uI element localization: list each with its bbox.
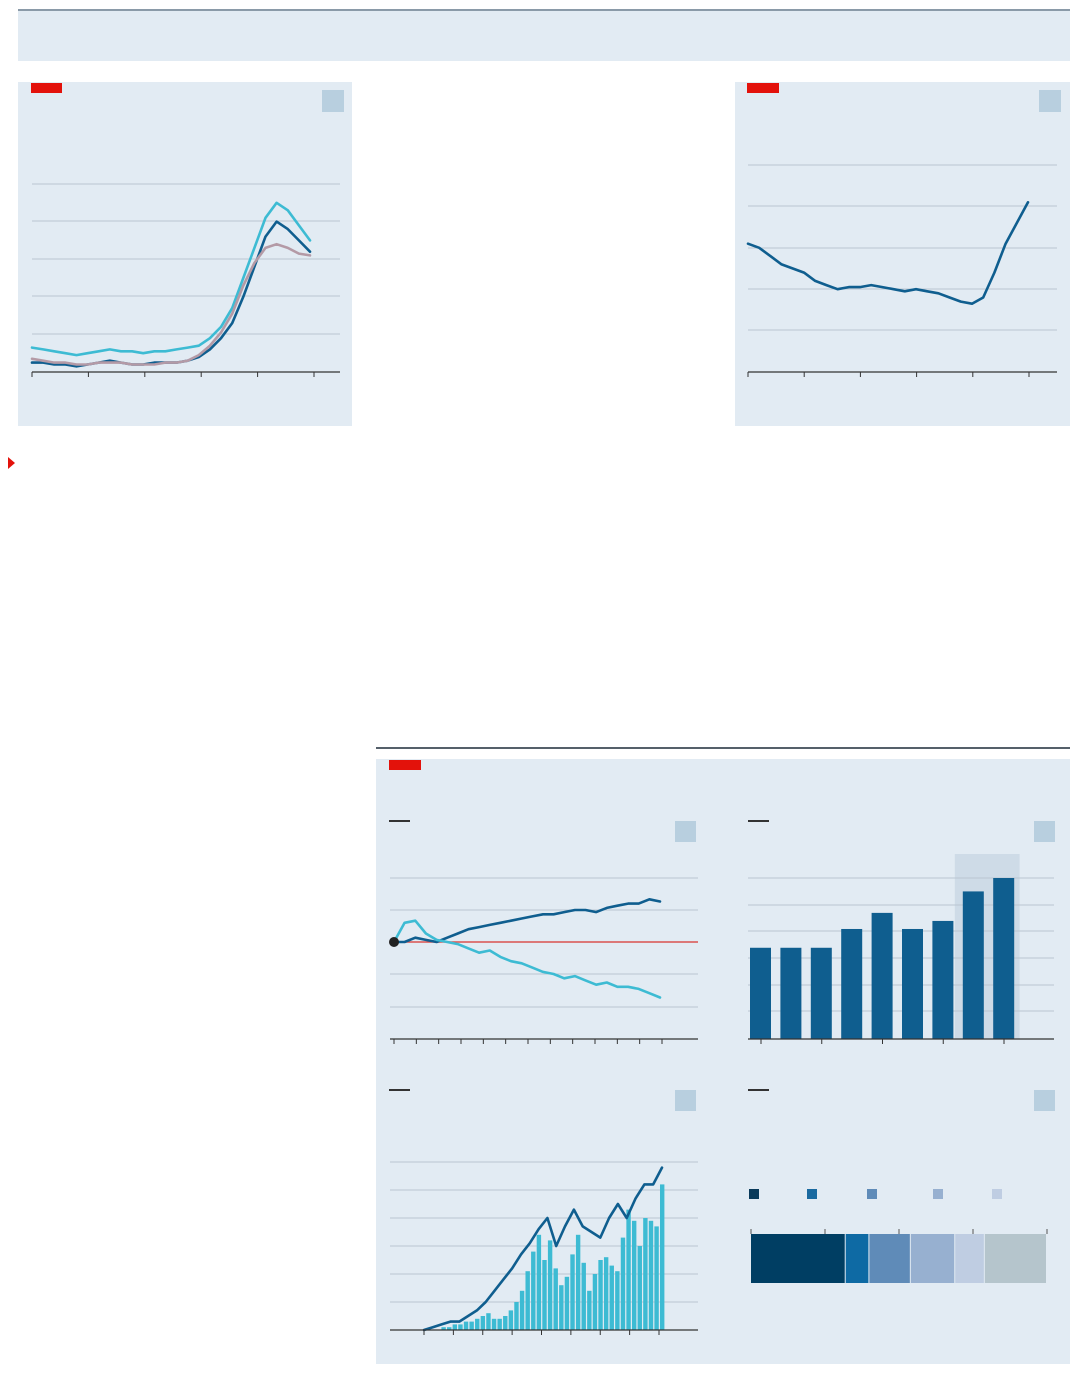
chart-e-bar-12	[491, 1318, 497, 1330]
chart-f-segment-0	[751, 1234, 845, 1283]
chart-e-bar-8	[469, 1321, 474, 1330]
chart-e-bar-9	[475, 1318, 480, 1330]
chart-d-svg	[748, 854, 1054, 1044]
chart-f-legend-swatch-2	[867, 1189, 877, 1199]
chart-e-bar-26	[570, 1254, 575, 1330]
chart-a-svg	[30, 183, 340, 377]
square-icon	[1034, 821, 1055, 842]
chart-f-svg	[749, 1189, 1048, 1283]
chart-f-label-dash	[748, 1089, 769, 1091]
chart-e-bar-4	[447, 1327, 452, 1330]
square-icon	[322, 90, 344, 112]
square-icon	[1034, 1090, 1055, 1111]
red-triangle-icon	[8, 457, 15, 469]
chart-e-bar-30	[592, 1274, 598, 1330]
chart-f-segment-3	[910, 1234, 955, 1283]
chart-d-bar-8	[993, 878, 1015, 1039]
chart-e-bar-10	[480, 1316, 486, 1330]
chart-e-bar-6	[458, 1324, 463, 1330]
chart-d-label-dash	[748, 820, 769, 822]
chart-e-bar-16	[514, 1302, 519, 1330]
chart-f-segment-2	[869, 1234, 910, 1283]
chart-d-bar-3	[841, 928, 863, 1039]
chart-b-panel	[735, 82, 1070, 426]
chart-e-bar-41	[654, 1226, 659, 1330]
chart-d-bar-2	[810, 947, 832, 1039]
chart-e-bar-38	[637, 1246, 642, 1330]
chart-e-bar-40	[648, 1220, 654, 1330]
chart-e-bar-3	[441, 1327, 446, 1330]
square-icon	[675, 821, 696, 842]
chart-e-bar-34	[615, 1271, 620, 1330]
chart-d-bar-0	[750, 947, 771, 1039]
square-icon	[1039, 90, 1061, 112]
chart-e-bar-35	[620, 1237, 626, 1330]
chart-e-bar-31	[598, 1260, 603, 1330]
chart-f-segment-4	[955, 1234, 984, 1283]
chart-f-legend-swatch-0	[749, 1189, 759, 1199]
chart-a-series-1	[30, 201, 312, 357]
chart-e-bar-32	[603, 1257, 609, 1330]
chart-a-panel	[18, 82, 352, 426]
chart-e-bar-23	[553, 1268, 558, 1330]
chart-e-bar-15	[508, 1310, 514, 1330]
chart-e-bar-18	[525, 1271, 530, 1330]
chart-e-bar-20	[536, 1234, 542, 1330]
bottom-panel	[376, 759, 1070, 1364]
chart-e-bar-29	[587, 1290, 592, 1330]
chart-e-bar-37	[631, 1220, 637, 1330]
chart-a-series-0	[30, 220, 312, 368]
chart-f-legend-swatch-4	[992, 1189, 1002, 1199]
chart-e-bar-36	[626, 1209, 631, 1330]
chart-f-segment-1	[845, 1234, 869, 1283]
chart-e-bar-13	[497, 1318, 502, 1330]
chart-e-bar-5	[452, 1324, 458, 1330]
top-rule	[18, 9, 1070, 11]
chart-f-legend-swatch-3	[933, 1189, 943, 1199]
chart-c-series-1	[392, 919, 662, 999]
chart-e-bar-11	[486, 1313, 491, 1330]
chart-e-bar-7	[463, 1321, 469, 1330]
chart-a-series-2	[30, 242, 312, 366]
chart-e-bar-27	[575, 1234, 581, 1330]
chart-c-series-0	[392, 898, 662, 944]
chart-e-line	[422, 1166, 664, 1332]
chart-c-origin-dot	[389, 937, 399, 947]
chart-e-bar-25	[564, 1276, 570, 1330]
chart-d-bar-7	[962, 891, 984, 1039]
chart-f-segment-5	[984, 1234, 1046, 1283]
chart-b-series-0	[746, 201, 1030, 305]
header-banner	[18, 11, 1070, 61]
chart-e-bar-19	[531, 1251, 536, 1330]
chart-e-bar-22	[547, 1240, 553, 1330]
chart-e-bar-17	[519, 1290, 525, 1330]
chart-e-bar-21	[542, 1260, 547, 1330]
red-tag-icon	[389, 760, 421, 770]
chart-c-svg	[389, 877, 698, 1044]
chart-f-legend-swatch-1	[807, 1189, 817, 1199]
chart-e-bar-24	[559, 1285, 564, 1330]
chart-e-bar-39	[643, 1218, 648, 1330]
chart-e-bar-28	[581, 1262, 586, 1330]
chart-e-bar-33	[609, 1265, 614, 1330]
red-tag-icon	[747, 83, 779, 93]
chart-e-label-dash	[389, 1089, 410, 1091]
bottom-rule	[376, 747, 1070, 749]
chart-c-label-dash	[389, 820, 410, 822]
chart-d-bar-6	[932, 920, 954, 1039]
chart-d-bar-1	[780, 947, 802, 1039]
red-tag-icon	[31, 83, 62, 93]
chart-d-bar-4	[871, 912, 893, 1039]
chart-e-bar-14	[503, 1316, 508, 1330]
chart-b-svg	[746, 164, 1057, 377]
chart-e-bar-42	[659, 1184, 665, 1330]
square-icon	[675, 1090, 696, 1111]
chart-d-bar-5	[902, 928, 923, 1039]
chart-e-svg	[390, 1161, 698, 1335]
